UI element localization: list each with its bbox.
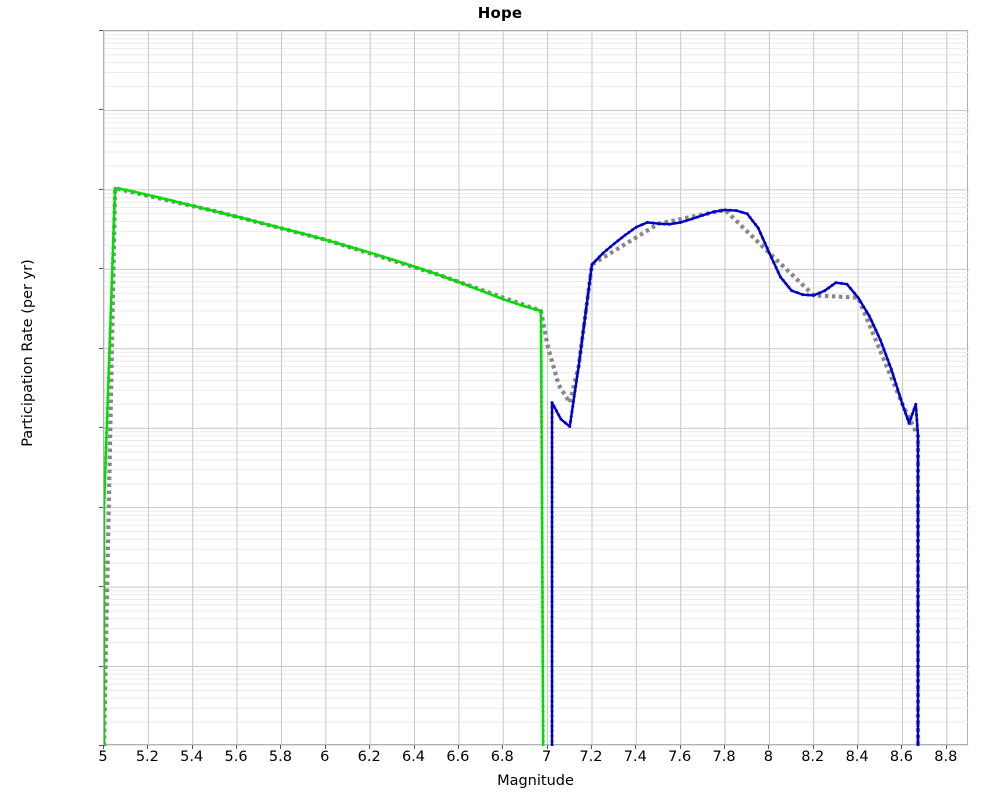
x-tick-mark (546, 745, 548, 749)
y-tick-mark (99, 347, 103, 349)
y-tick-mark (99, 188, 103, 190)
y-tick-mark (99, 427, 103, 429)
x-tick-mark (857, 745, 859, 749)
x-tick-label: 5.4 (180, 749, 204, 765)
x-tick-label: 5.8 (268, 749, 292, 765)
y-tick-mark (99, 665, 103, 667)
x-tick-label: 8.4 (845, 749, 869, 765)
x-tick-label: 6 (320, 749, 330, 765)
x-tick-label: 5.2 (135, 749, 159, 765)
x-tick-mark (413, 745, 415, 749)
y-tick-mark (99, 30, 103, 31)
x-tick-mark (103, 745, 104, 749)
x-tick-mark (502, 745, 504, 749)
x-tick-mark (457, 745, 459, 749)
x-tick-mark (945, 745, 947, 749)
x-tick-mark (369, 745, 371, 749)
x-tick-mark (590, 745, 592, 749)
x-tick-mark (679, 745, 681, 749)
x-axis-label: Magnitude (497, 773, 574, 789)
x-tick-label: 8.2 (801, 749, 825, 765)
x-tick-label: 8.6 (889, 749, 913, 765)
x-tick-mark (768, 745, 770, 749)
x-tick-mark (812, 745, 814, 749)
x-tick-mark (147, 745, 149, 749)
page-title: Hope (477, 4, 523, 22)
x-tick-label: 8 (763, 749, 773, 765)
x-tick-label: 6.6 (446, 749, 470, 765)
data-series-group (104, 186, 921, 746)
x-tick-label: 7 (541, 749, 552, 765)
y-axis-label: Participation Rate (per yr) (20, 259, 36, 447)
x-tick-mark (901, 745, 903, 749)
x-tick-mark (724, 745, 726, 749)
y-tick-mark (99, 506, 103, 508)
x-tick-label: 7.8 (712, 749, 736, 765)
x-tick-mark (324, 745, 326, 749)
x-tick-mark (236, 745, 238, 749)
y-tick-mark (99, 268, 103, 270)
series-line-characteristic-branch (550, 208, 920, 746)
series-markers-characteristic-branch (550, 208, 920, 746)
y-tick-mark (99, 109, 103, 111)
y-tick-mark (99, 745, 103, 746)
x-tick-mark (191, 745, 193, 749)
x-tick-label: 7.2 (579, 749, 603, 765)
series-line-total-rate-dashed (104, 186, 921, 746)
x-tick-mark (280, 745, 282, 749)
x-tick-label: 6.2 (357, 749, 381, 765)
minor-gridlines (104, 34, 969, 723)
plot-canvas (104, 31, 969, 746)
x-tick-label: 5 (98, 749, 108, 765)
y-tick-mark (99, 586, 103, 588)
x-tick-label: 6.8 (490, 749, 514, 765)
x-tick-label: 6.4 (401, 749, 426, 765)
x-tick-label: 7.6 (668, 749, 692, 765)
series-markers-gr-branch (104, 186, 545, 746)
major-gridlines (104, 31, 969, 746)
plot-area (103, 30, 969, 746)
x-tick-mark (635, 745, 637, 749)
x-tick-label: 5.6 (224, 749, 248, 765)
x-tick-label: 7.4 (623, 749, 647, 765)
x-tick-label: 8.8 (934, 749, 958, 765)
series-line-gr-branch (104, 187, 545, 746)
